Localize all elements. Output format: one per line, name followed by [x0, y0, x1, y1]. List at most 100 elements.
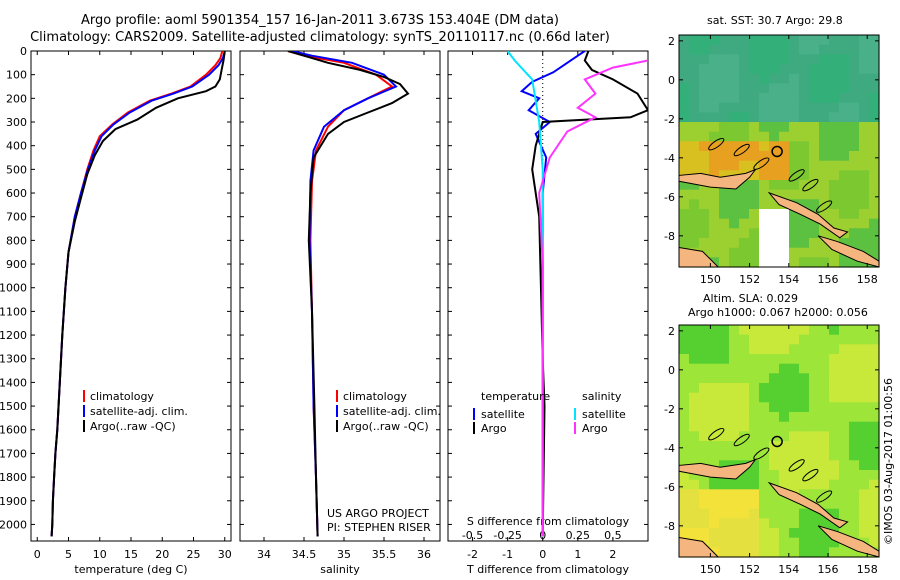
map-cell [739, 102, 750, 113]
map-cell [829, 392, 840, 403]
map-cell [679, 199, 690, 210]
map-cell [869, 247, 880, 258]
map-cell [699, 228, 710, 239]
map-cell [819, 431, 830, 442]
map-cell [719, 373, 730, 384]
map-cell [699, 238, 710, 249]
map-cell [699, 373, 710, 384]
map-cell [779, 363, 790, 374]
map-cell [719, 334, 730, 345]
map-cell [689, 209, 700, 220]
map-cell [839, 383, 850, 394]
map-cell [759, 238, 770, 249]
legend-label: satellite [481, 408, 525, 421]
map-cell [769, 344, 780, 355]
map-cell [869, 122, 880, 133]
map-cell [869, 470, 880, 481]
map-cell [869, 170, 880, 181]
map-cell [719, 392, 730, 403]
map-cell [799, 450, 810, 461]
map-cell [779, 537, 790, 548]
map-cell [719, 218, 730, 229]
map-cell [749, 460, 760, 471]
map-cell [829, 44, 840, 55]
map-cell [679, 151, 690, 162]
map-cell [859, 209, 870, 220]
map-cell [719, 170, 730, 181]
map-cell [729, 112, 740, 123]
map-cell [789, 141, 800, 152]
map-cell [859, 170, 870, 181]
map-cell [769, 83, 780, 94]
map-cell [799, 93, 810, 104]
map-cell [719, 228, 730, 239]
map-cell [839, 392, 850, 403]
map-cell [819, 102, 830, 113]
map-cell [749, 112, 760, 123]
map-cell [839, 73, 850, 84]
map-cell [709, 431, 720, 442]
map-cell [739, 441, 750, 452]
map-cell [839, 499, 850, 510]
map-cell [739, 344, 750, 355]
map-cell [779, 450, 790, 461]
map-cell [749, 518, 760, 529]
map-cell [849, 44, 860, 55]
map-y-tick-label: 0 [668, 74, 675, 87]
map-cell [739, 373, 750, 384]
map-cell [759, 363, 770, 374]
map-cell [789, 160, 800, 171]
map-cell [759, 431, 770, 442]
map-cell [689, 344, 700, 355]
map-cell [739, 479, 750, 490]
map-cell [789, 363, 800, 374]
map-cell [839, 151, 850, 162]
map-cell [769, 421, 780, 432]
sla-map-field [678, 325, 880, 558]
map-cell [819, 93, 830, 104]
map-cell [749, 199, 760, 210]
x-tick-label: 1 [574, 548, 581, 561]
map-cell [839, 479, 850, 490]
map-cell [729, 189, 740, 200]
map-cell [779, 228, 790, 239]
map-cell [719, 93, 730, 104]
map-cell [799, 412, 810, 423]
map-cell [749, 470, 760, 481]
x-tick-label: -2 [467, 548, 478, 561]
map-cell [779, 325, 790, 336]
map-cell [769, 412, 780, 423]
map-cell [759, 257, 770, 268]
map-cell [849, 499, 860, 510]
map-cell [789, 93, 800, 104]
map-cell [729, 151, 740, 162]
map-cell [819, 373, 830, 384]
map-cell [729, 518, 740, 529]
map-cell [799, 489, 810, 500]
map-cell [829, 383, 840, 394]
map-cell [809, 373, 820, 384]
map-cell [779, 334, 790, 345]
map-cell [789, 392, 800, 403]
map-cell [829, 334, 840, 345]
map-cell [719, 354, 730, 365]
map-cell [809, 247, 820, 258]
map-cell [849, 102, 860, 113]
map-cell [859, 412, 870, 423]
map-cell [759, 102, 770, 113]
map-cell [799, 238, 810, 249]
map-cell [779, 218, 790, 229]
map-cell [799, 83, 810, 94]
map-cell [779, 412, 790, 423]
sst-map-field [678, 35, 880, 268]
map-cell [819, 228, 830, 239]
map-cell [829, 450, 840, 461]
map-cell [719, 131, 730, 142]
map-cell [779, 373, 790, 384]
map-cell [829, 141, 840, 152]
map-cell [829, 344, 840, 355]
map-cell [679, 450, 690, 461]
map-cell [819, 238, 830, 249]
top-x-tick-label: -0.5 [462, 529, 483, 542]
map-cell [709, 421, 720, 432]
